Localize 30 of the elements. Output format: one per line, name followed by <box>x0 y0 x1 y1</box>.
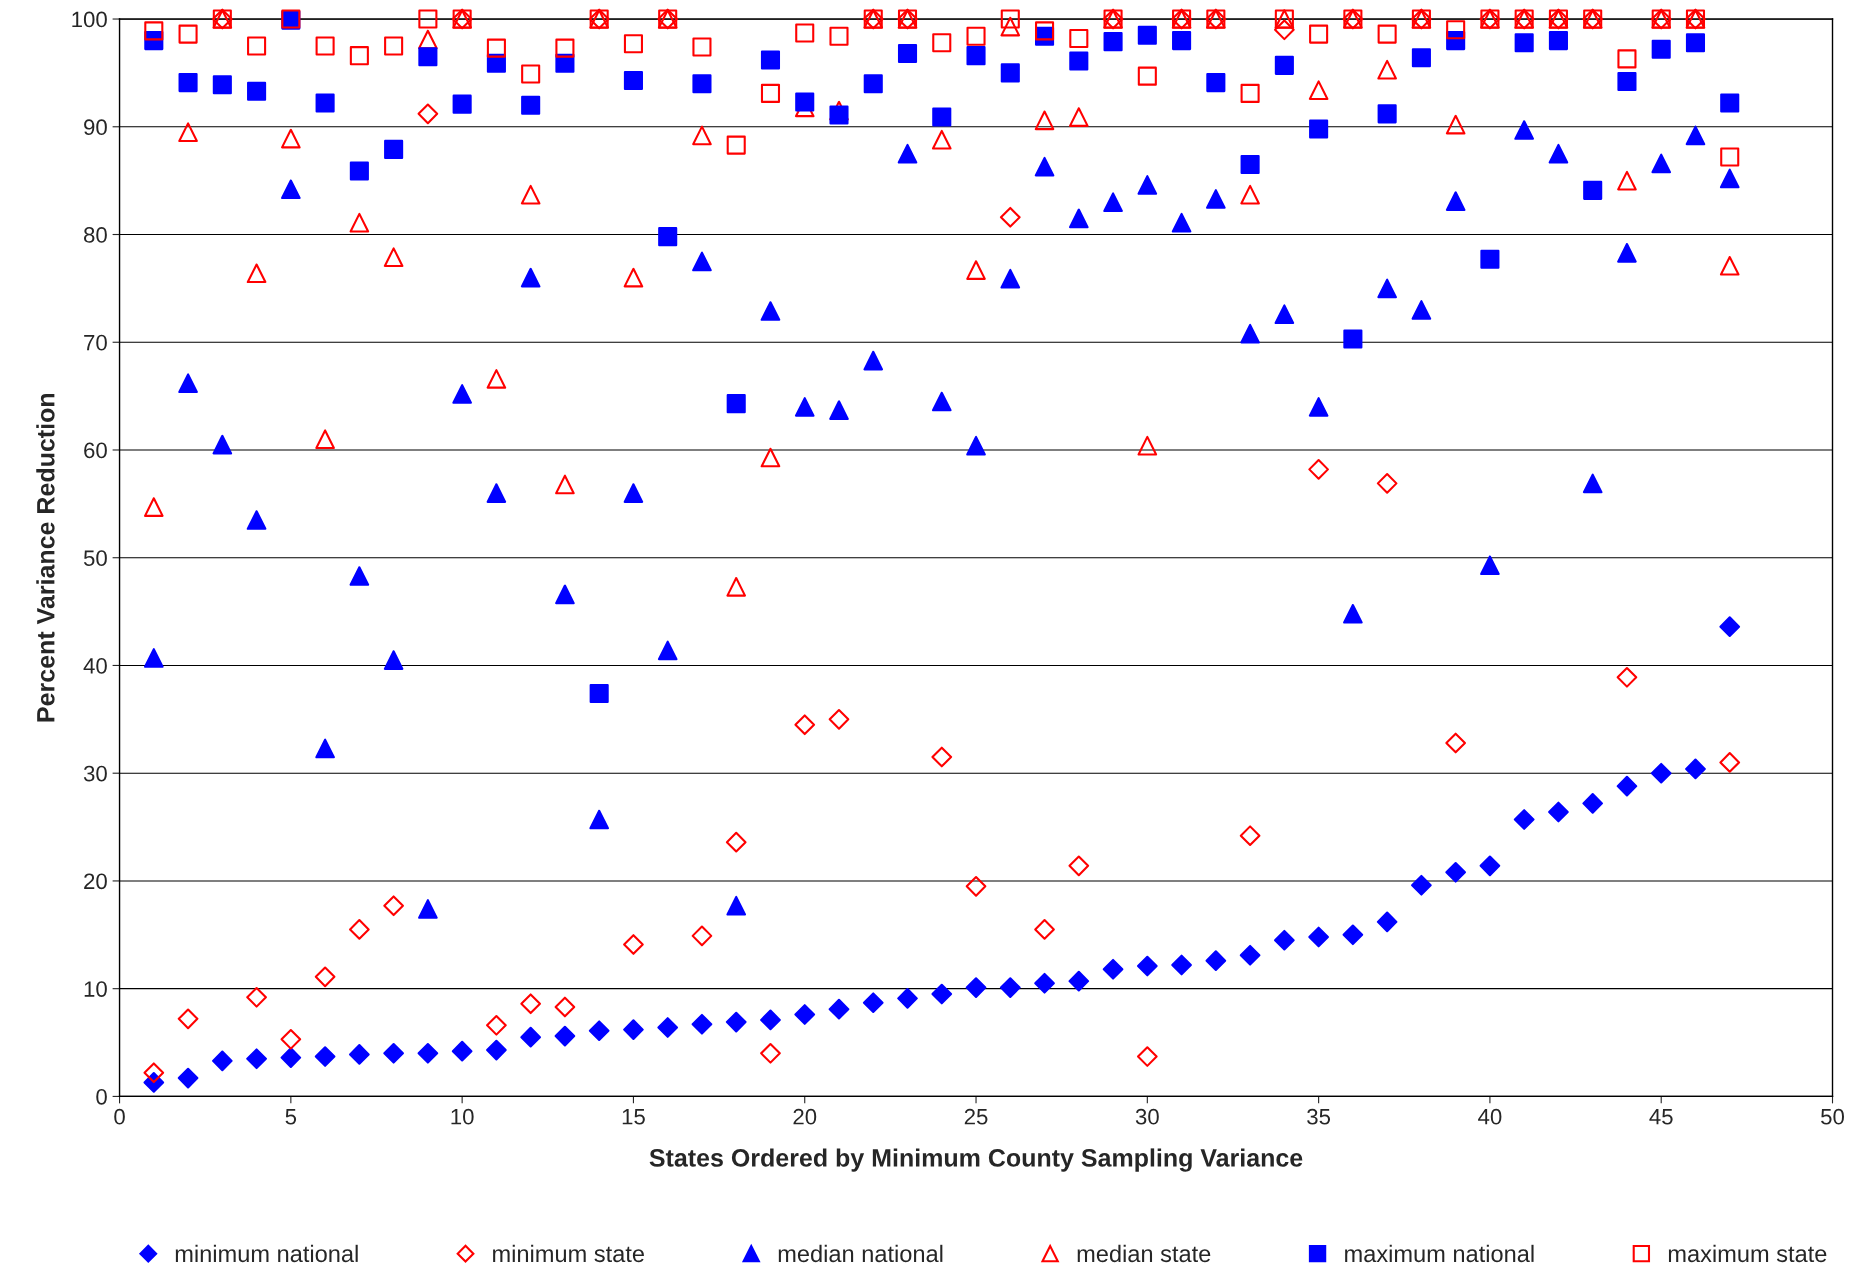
x-tick-label: 30 <box>1135 1108 1159 1125</box>
x-axis-title: States Ordered by Minimum County Sampling Variance <box>649 1148 1303 1172</box>
y-tick-label: 80 <box>84 227 107 243</box>
legend-label: minimum state <box>493 1244 644 1263</box>
x-tick-label: 5 <box>285 1109 297 1125</box>
y-tick-label: 20 <box>84 873 107 890</box>
y-tick-label: 30 <box>83 765 107 782</box>
y-tick-label: 10 <box>84 981 107 997</box>
x-tick-label: 0 <box>114 1108 125 1125</box>
legend-label: minimum national <box>175 1244 358 1263</box>
y-tick-label: 90 <box>84 119 107 136</box>
y-tick-label: 100 <box>72 11 107 28</box>
x-tick-label: 25 <box>964 1108 988 1125</box>
x-tick-label: 40 <box>1478 1108 1502 1125</box>
legend-label: maximum state <box>1668 1244 1827 1263</box>
y-tick-label: 0 <box>96 1088 107 1105</box>
x-tick-label: 50 <box>1821 1108 1844 1125</box>
legend-label: median state <box>1077 1244 1211 1263</box>
legend-label: maximum national <box>1345 1244 1534 1263</box>
x-tick-label: 15 <box>622 1109 645 1125</box>
x-tick-label: 35 <box>1307 1108 1331 1125</box>
y-tick-label: 40 <box>83 658 107 674</box>
y-axis-title: Percent Variance Reduction <box>36 393 55 722</box>
x-tick-label: 20 <box>793 1108 817 1125</box>
y-tick-label: 60 <box>84 442 107 459</box>
y-tick-label: 70 <box>84 334 107 351</box>
x-tick-label: 10 <box>451 1108 474 1125</box>
x-tick-label: 45 <box>1649 1109 1673 1125</box>
legend-label: median national <box>778 1244 943 1263</box>
y-tick-label: 50 <box>83 550 107 566</box>
